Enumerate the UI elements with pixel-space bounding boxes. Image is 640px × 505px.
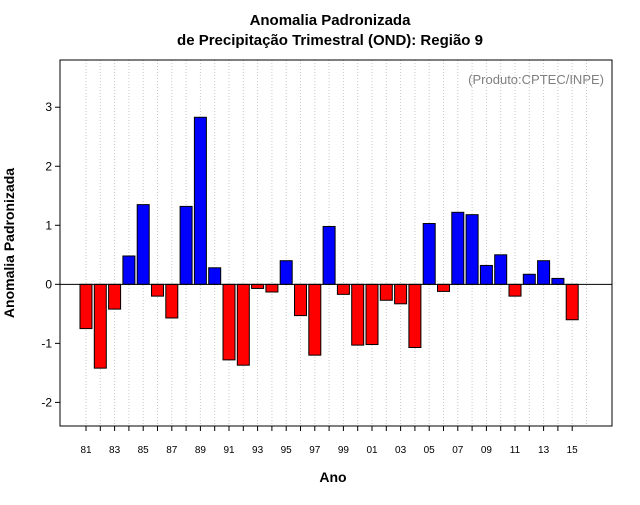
x-tick-label: 93 xyxy=(252,445,264,456)
bar-90 xyxy=(208,267,222,285)
x-tick-label: 01 xyxy=(366,445,378,456)
bar-10 xyxy=(494,254,508,285)
bar-94 xyxy=(265,283,279,293)
bar-83 xyxy=(108,283,122,310)
x-axis: 81 83 85 87 89 91 93 95 97 99 01 03 05 07 09 11 13 15 xyxy=(80,426,578,456)
bar-82 xyxy=(93,283,107,369)
bar-04 xyxy=(408,283,422,348)
bar-96 xyxy=(294,283,307,317)
chart-title-line2: de Precipitação Trimestral (OND): Região… xyxy=(177,32,483,49)
plot-frame xyxy=(59,59,613,427)
bar-93 xyxy=(251,283,265,289)
y-axis-label: Anomalia Padronizada xyxy=(1,168,17,318)
bar-99 xyxy=(336,283,350,295)
bar-05 xyxy=(422,223,436,285)
bar-87 xyxy=(165,283,179,319)
bar-88 xyxy=(179,205,193,285)
bar-08 xyxy=(465,214,479,285)
y-axis: -2 -1 0 1 2 3 xyxy=(41,100,60,409)
bar-97 xyxy=(308,283,322,356)
bar-85 xyxy=(136,204,150,285)
bar-06 xyxy=(437,283,450,292)
x-axis-label: Ano xyxy=(319,469,346,485)
bar-09 xyxy=(479,264,493,285)
x-tick-label: 11 xyxy=(510,445,521,456)
bar-91 xyxy=(222,283,236,361)
chart-title-line1: Anomalia Padronizada xyxy=(250,12,412,29)
x-tick-label: 13 xyxy=(538,445,550,456)
x-tick-label: 09 xyxy=(481,445,493,456)
bar-98 xyxy=(322,225,336,285)
bar-86 xyxy=(151,283,164,297)
bar-03 xyxy=(394,283,408,305)
bar-14 xyxy=(551,277,565,285)
x-tick-label: 05 xyxy=(424,445,436,456)
x-tick-label: 83 xyxy=(109,445,121,456)
x-tick-label: 81 xyxy=(80,445,92,456)
x-tick-label: 03 xyxy=(395,445,407,456)
y-tick-label: 2 xyxy=(45,159,52,173)
y-tick-label: 1 xyxy=(45,218,52,232)
y-tick-label: 3 xyxy=(45,100,52,114)
bar-11 xyxy=(508,283,522,297)
grid-lines xyxy=(85,60,587,426)
bar-12 xyxy=(522,273,536,285)
bar-92 xyxy=(236,283,250,366)
y-tick-label: 0 xyxy=(45,277,52,291)
source-note: (Produto:CPTEC/INPE) xyxy=(468,72,604,87)
x-tick-label: 15 xyxy=(567,445,579,456)
x-tick-label: 85 xyxy=(138,445,150,456)
x-tick-label: 95 xyxy=(281,445,293,456)
x-tick-label: 91 xyxy=(223,445,235,456)
bar-01 xyxy=(365,283,379,346)
x-tick-label: 89 xyxy=(195,445,207,456)
bar-84 xyxy=(122,255,136,285)
y-tick-label: -2 xyxy=(41,395,52,409)
bar-15 xyxy=(565,283,579,321)
bar-89 xyxy=(193,116,207,285)
bar-95 xyxy=(279,260,293,285)
bar-81 xyxy=(79,283,93,330)
bar-00 xyxy=(351,283,365,346)
bar-02 xyxy=(379,283,393,301)
x-tick-label: 87 xyxy=(166,445,178,456)
x-tick-label: 07 xyxy=(452,445,464,456)
x-tick-label: 99 xyxy=(338,445,350,456)
bar-13 xyxy=(537,260,551,285)
x-tick-label: 97 xyxy=(309,445,321,456)
bar-07 xyxy=(451,211,465,285)
y-tick-label: -1 xyxy=(41,336,52,350)
